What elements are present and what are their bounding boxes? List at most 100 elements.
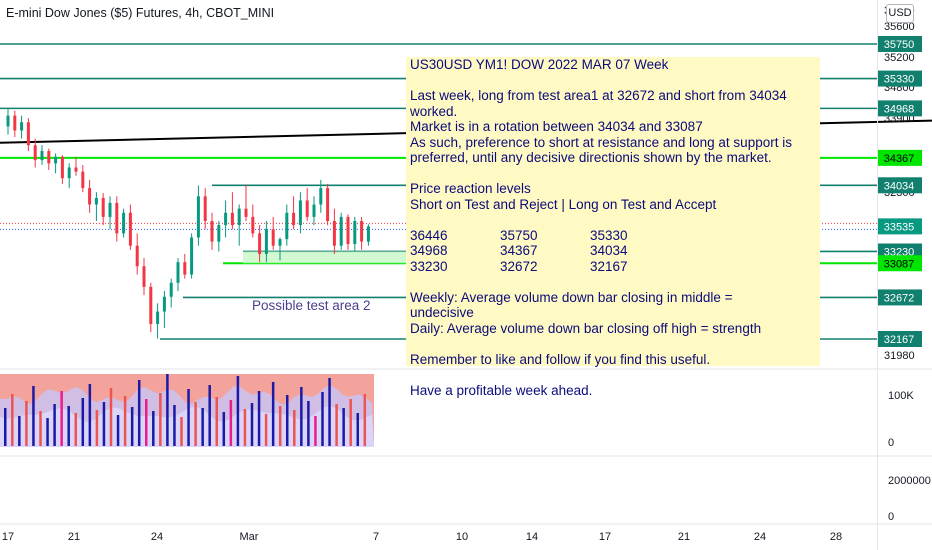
candle-body	[298, 200, 302, 226]
candle-body	[339, 216, 343, 246]
candle-body	[47, 151, 51, 164]
price-tag	[877, 177, 922, 194]
volume-bar	[286, 395, 289, 446]
level-cell: 32672	[500, 258, 538, 274]
candle-body	[258, 233, 262, 254]
candle-body	[190, 237, 194, 275]
candle-body	[88, 188, 92, 205]
volume-bar	[363, 394, 367, 446]
candle-body	[149, 286, 153, 324]
volume-bar	[236, 376, 240, 446]
volume-tick-label: 0	[888, 437, 894, 449]
note-line-11: Have a profitable week ahead.	[410, 382, 593, 398]
price-tag-label: 32672	[884, 292, 915, 304]
candle-body	[264, 229, 268, 254]
level-cell: 35330	[590, 227, 628, 243]
level-cell: 33230	[410, 258, 448, 274]
volume-bar	[130, 407, 134, 446]
candle-body	[366, 226, 370, 242]
volume-bar	[46, 418, 49, 446]
volume-bar	[173, 405, 176, 446]
candle-body	[285, 212, 289, 240]
price-tag	[877, 289, 922, 306]
level-cell: 34034	[590, 243, 628, 258]
time-tick-label: 17	[2, 531, 14, 543]
time-tick-label: 7	[373, 531, 379, 543]
volume-bar	[39, 411, 42, 446]
candle-body	[74, 167, 78, 172]
candle-body	[135, 245, 139, 267]
note-line-6: Short on Test and Reject | Long on Test …	[410, 196, 717, 212]
candle-body	[81, 171, 85, 189]
candle-body	[101, 197, 105, 217]
volume-bar	[293, 410, 296, 446]
candle-body	[142, 266, 146, 287]
candle-body	[54, 156, 58, 164]
volume-bar	[321, 392, 324, 446]
price-tag	[877, 100, 922, 117]
volume-bar	[307, 401, 310, 446]
volume-bar	[187, 389, 190, 446]
volume-bar	[11, 394, 14, 446]
volume-bar	[4, 408, 7, 446]
currency-button[interactable]: USD	[886, 4, 914, 23]
volume-bar	[264, 414, 268, 446]
level-cell: 36446	[410, 227, 448, 243]
time-tick-label: 24	[151, 531, 163, 543]
time-tick-label: 10	[456, 531, 468, 543]
indicator-tick-label: 2000000	[888, 475, 931, 487]
volume-bar	[18, 416, 21, 446]
volume-bar	[60, 391, 63, 446]
volume-bar	[229, 400, 233, 446]
time-tick-label: 21	[678, 531, 690, 543]
price-tag-label: 35750	[884, 39, 915, 51]
price-tick-label: 31980	[884, 350, 915, 362]
candle-body	[122, 212, 126, 234]
volume-bar	[67, 406, 70, 446]
test-area-label: Possible test area 2	[252, 298, 371, 313]
note-line-7: Weekly: Average volume down bar closing …	[410, 289, 733, 305]
volume-bar	[180, 417, 183, 446]
volume-bar	[109, 388, 113, 446]
note-line-2: Market is in a rotation between 34034 an…	[410, 119, 703, 134]
price-tick-label: 35600	[884, 21, 915, 33]
price-tag-label: 33087	[884, 258, 915, 270]
price-tick-label: 35200	[884, 52, 915, 64]
note-line-1: Last week, long from test area1 at 32672…	[410, 88, 787, 119]
candle-body	[13, 115, 17, 131]
note-line-10: Remember to like and follow if you find …	[410, 351, 711, 367]
time-tick-label: 21	[68, 531, 80, 543]
volume-bar	[102, 402, 106, 446]
note-line-5: Price reaction levels	[410, 181, 531, 196]
candle-body	[115, 202, 119, 234]
volume-bar	[152, 411, 155, 446]
volume-bar	[215, 397, 218, 446]
volume-bar	[335, 404, 338, 446]
candle-body	[60, 156, 64, 179]
candle-body	[326, 188, 330, 222]
candle-body	[251, 216, 255, 234]
volume-bar	[81, 398, 85, 446]
time-tick-label: 28	[830, 531, 842, 543]
note-line-8: undecisive	[410, 305, 474, 320]
volume-bar	[201, 408, 204, 446]
indicator-tick-label: 0	[888, 511, 894, 523]
price-scale-divider	[877, 0, 878, 550]
volume-bar	[166, 374, 169, 446]
candle-body	[108, 202, 112, 217]
price-tag-label: 34367	[884, 153, 915, 165]
candle-body	[271, 229, 275, 246]
candle-body	[33, 145, 37, 161]
volume-bar	[208, 385, 211, 446]
volume-bar	[222, 412, 226, 446]
candle-body	[346, 216, 350, 245]
level-cell: 34367	[500, 243, 538, 258]
volume-bar	[314, 416, 317, 446]
candle-body	[244, 208, 248, 217]
volume-bar	[342, 408, 345, 446]
candle-body	[20, 122, 24, 131]
price-tag-label: 33535	[884, 221, 915, 233]
time-tick-label: Mar	[240, 531, 259, 543]
candle-body	[40, 151, 44, 161]
price-tag	[877, 331, 922, 347]
